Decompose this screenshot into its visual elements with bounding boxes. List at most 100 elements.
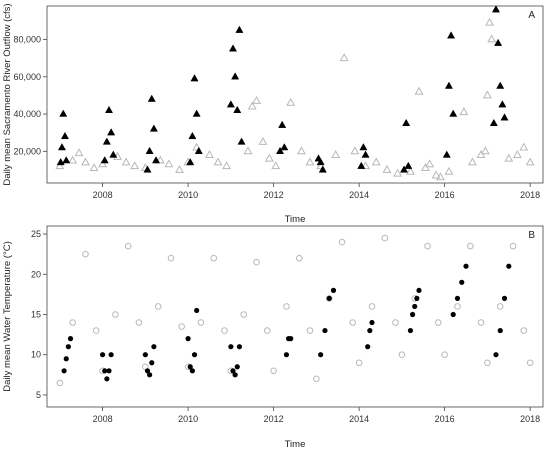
data-point [69, 319, 76, 326]
data-point [467, 157, 477, 166]
data-point [322, 327, 328, 334]
data-point [270, 367, 277, 375]
data-point [393, 168, 403, 177]
data-point [60, 131, 69, 140]
data-point [489, 118, 498, 127]
data-point [213, 157, 223, 166]
data-point [491, 5, 500, 13]
data-point [243, 146, 253, 155]
data-point [187, 364, 193, 370]
data-point [154, 303, 162, 310]
data-point [221, 327, 228, 334]
data-point [67, 336, 74, 342]
data-point [81, 157, 90, 166]
data-point [149, 124, 158, 132]
data-point [316, 157, 325, 166]
data-point [228, 344, 234, 350]
data-point [210, 254, 218, 262]
data-point [467, 242, 474, 250]
data-point [497, 327, 503, 334]
data-point [450, 311, 456, 318]
data-point [121, 157, 131, 166]
data-point [189, 368, 195, 374]
data-point [416, 287, 422, 293]
data-point [164, 159, 174, 168]
data-point [145, 146, 154, 154]
data-point [480, 146, 490, 155]
data-point [444, 166, 454, 175]
data-point [142, 352, 148, 358]
data-point [130, 161, 140, 170]
data-point [349, 319, 357, 326]
data-point [258, 136, 268, 145]
data-point [405, 166, 415, 175]
data-point [247, 101, 257, 110]
data-point [236, 344, 243, 350]
data-point [192, 109, 201, 117]
data-point [68, 155, 78, 164]
data-point [228, 44, 238, 52]
data-point [476, 150, 486, 158]
data-point [414, 86, 424, 95]
data-point [144, 368, 151, 374]
data-point [102, 137, 111, 145]
data-point [74, 148, 84, 157]
data-point [459, 107, 469, 116]
data-point [449, 109, 458, 117]
panel-letter: B [528, 230, 535, 241]
data-point [368, 303, 376, 310]
x-axis-label: Time [285, 214, 306, 225]
data-point [306, 327, 314, 334]
data-point [441, 351, 448, 359]
data-point [295, 254, 303, 262]
y-tick-label: 20 [31, 269, 41, 279]
data-point [402, 118, 411, 127]
data-point [493, 352, 499, 358]
x-tick-label: 2008 [93, 414, 113, 424]
data-point [89, 163, 99, 171]
data-point [357, 161, 366, 169]
data-point [420, 163, 430, 171]
data-point [99, 352, 106, 358]
data-point [143, 165, 152, 173]
data-point [494, 38, 503, 46]
data-point [104, 105, 114, 113]
data-point [235, 25, 244, 33]
data-point [263, 327, 271, 334]
data-point [454, 295, 461, 301]
data-point [444, 81, 453, 89]
data-point [233, 105, 242, 113]
data-point [61, 368, 67, 374]
data-point [512, 150, 522, 158]
data-point [271, 161, 281, 170]
data-point [504, 153, 514, 162]
data-point [326, 295, 332, 301]
data-point [498, 100, 507, 108]
data-point [509, 242, 517, 250]
data-point [226, 100, 235, 108]
series-other [55, 17, 535, 181]
x-tick-label: 2012 [264, 190, 284, 200]
data-point [361, 150, 370, 158]
data-point [482, 90, 492, 99]
data-point [338, 238, 346, 246]
y-tick-label: 60,000 [13, 72, 41, 82]
data-point [252, 96, 261, 104]
data-point [305, 157, 315, 166]
x-tick-label: 2016 [435, 414, 455, 424]
data-point [500, 113, 509, 121]
data-point [147, 372, 153, 378]
x-tick-label: 2010 [178, 414, 198, 424]
data-point [409, 311, 416, 318]
data-point [102, 368, 108, 374]
data-point [318, 352, 324, 358]
data-point [188, 131, 197, 140]
data-point [178, 323, 185, 330]
data-point [288, 336, 294, 342]
x-tick-label: 2008 [93, 190, 113, 200]
data-point [147, 94, 156, 102]
data-point [526, 359, 534, 367]
data-point [149, 360, 155, 366]
data-point [186, 157, 195, 166]
